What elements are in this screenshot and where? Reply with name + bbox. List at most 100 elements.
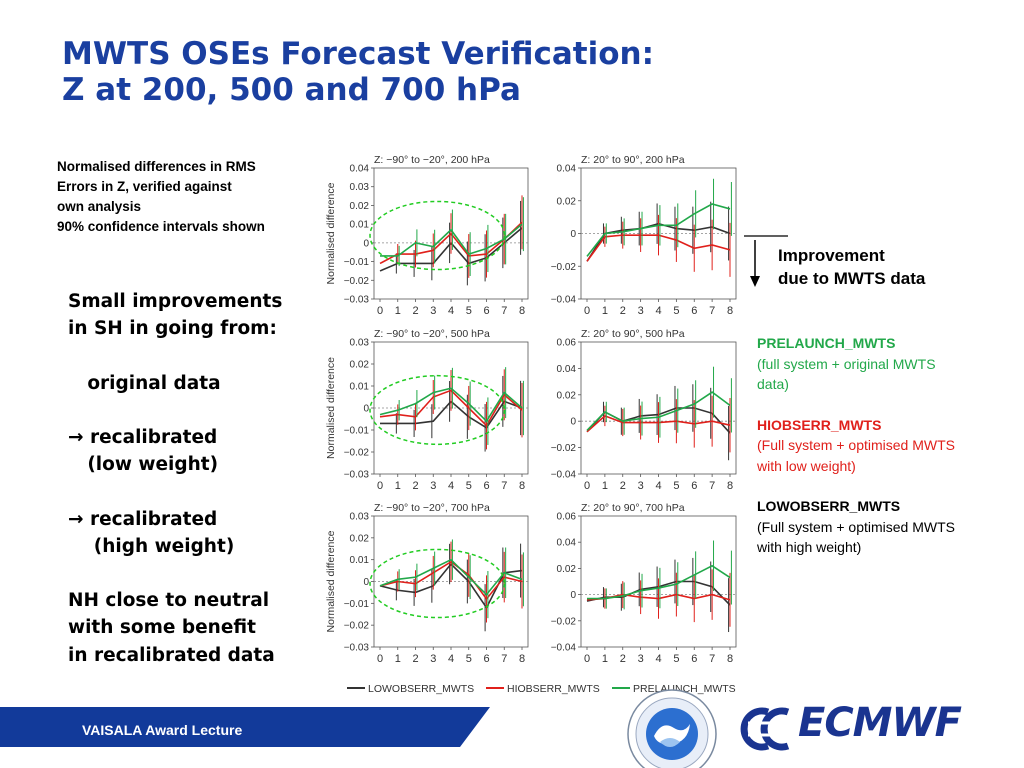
y-tick-label: 0.01: [350, 382, 370, 393]
footer-band: [0, 707, 490, 747]
x-tick-label: 6: [483, 653, 489, 665]
y-tick-label: 0.04: [557, 538, 577, 549]
note-line: 90% confidence intervals shown: [57, 219, 265, 234]
x-tick-label: 6: [483, 305, 489, 317]
x-tick-label: 1: [395, 653, 401, 665]
y-tick-label: −0.01: [344, 599, 370, 610]
x-tick-label: 8: [519, 480, 525, 492]
highlight-ellipse: [369, 374, 506, 446]
summary-line: Small improvements: [68, 291, 283, 312]
x-tick-label: 0: [584, 480, 590, 492]
experiment-description: (Full system + optimised MWTS with high …: [757, 518, 955, 556]
summary-line: → recalibrated: [68, 426, 218, 448]
y-tick-label: 0.04: [350, 164, 370, 175]
y-tick-label: −0.04: [551, 295, 577, 306]
improvement-line-2: due to MWTS data: [778, 269, 926, 288]
summary-line: NH close to neutral: [68, 590, 270, 612]
y-tick-label: −0.04: [551, 643, 577, 654]
x-tick-label: 5: [466, 653, 472, 665]
y-tick-label: 0.02: [350, 360, 370, 371]
x-tick-label: 3: [430, 653, 436, 665]
y-tick-label: −0.02: [344, 448, 370, 459]
x-tick-label: 7: [501, 653, 507, 665]
y-tick-label: −0.02: [344, 276, 370, 287]
x-tick-label: 4: [655, 653, 661, 665]
improvement-line-1: Improvement: [778, 246, 885, 265]
x-tick-label: 4: [655, 480, 661, 492]
x-tick-label: 0: [377, 480, 383, 492]
note-line: own analysis: [57, 199, 142, 214]
experiment-name: HIOBSERR_MWTS: [757, 416, 882, 433]
summary-line: in recalibrated data: [68, 644, 275, 666]
highlight-ellipse: [369, 548, 506, 619]
x-tick-label: 3: [638, 305, 644, 317]
x-tick-label: 5: [673, 480, 679, 492]
method-note: Normalised differences in RMS Errors in …: [57, 157, 327, 237]
y-tick-label: −0.02: [551, 443, 577, 454]
x-tick-label: 4: [448, 653, 454, 665]
summary-text: Small improvements in SH in going from: …: [68, 288, 308, 669]
experiment-name: PRELAUNCH_MWTS: [757, 335, 896, 351]
x-tick-label: 2: [620, 653, 626, 665]
y-tick-label: 0.02: [557, 564, 577, 575]
x-tick-label: 1: [602, 480, 608, 492]
y-tick-label: 0: [570, 229, 576, 240]
x-tick-label: 6: [483, 480, 489, 492]
y-tick-label: 0: [570, 417, 576, 428]
chart-title: Z: 20° to 90°, 500 hPa: [581, 328, 685, 340]
y-tick-label: 0.03: [350, 338, 370, 349]
y-tick-label: −0.02: [344, 621, 370, 632]
x-tick-label: 7: [501, 480, 507, 492]
x-tick-label: 1: [395, 305, 401, 317]
x-tick-label: 7: [709, 653, 715, 665]
footer-label: VAISALA Award Lecture: [82, 722, 243, 738]
note-line: Errors in Z, verified against: [57, 179, 232, 194]
y-axis-label: Normalised difference: [325, 182, 337, 284]
series-line: [379, 558, 523, 596]
y-axis-label: Normalised difference: [325, 357, 337, 459]
x-tick-label: 2: [412, 653, 418, 665]
x-tick-label: 3: [638, 653, 644, 665]
x-tick-label: 3: [430, 480, 436, 492]
y-tick-label: −0.02: [551, 616, 577, 627]
legend-label: HIOBSERR_MWTS: [507, 683, 600, 695]
chart-title: Z: 20° to 90°, 700 hPa: [581, 502, 685, 514]
series-line: [586, 391, 731, 431]
x-tick-label: 6: [691, 305, 697, 317]
y-tick-label: −0.03: [344, 643, 370, 654]
cma-logo-icon: [627, 689, 717, 768]
series-line: [379, 389, 523, 427]
x-tick-label: 8: [519, 653, 525, 665]
x-tick-label: 8: [519, 305, 525, 317]
x-tick-label: 5: [673, 653, 679, 665]
series-line: [586, 234, 731, 262]
x-tick-label: 3: [430, 305, 436, 317]
x-tick-label: 4: [655, 305, 661, 317]
y-tick-label: 0.06: [557, 338, 577, 349]
ecmwf-logo-text: ECMWF: [798, 700, 962, 746]
series-line: [380, 223, 523, 257]
series-line: [586, 415, 731, 433]
x-tick-label: 6: [691, 480, 697, 492]
y-tick-label: −0.03: [344, 295, 370, 306]
summary-line: in SH in going from:: [68, 318, 277, 340]
x-tick-label: 5: [466, 305, 472, 317]
y-tick-label: 0.04: [557, 164, 577, 175]
summary-line: (low weight): [68, 454, 219, 476]
experiment-prelaunch: PRELAUNCH_MWTS (full system + original M…: [757, 333, 1019, 395]
x-tick-label: 1: [602, 653, 608, 665]
x-tick-label: 7: [501, 305, 507, 317]
ecmwf-logo-icon: [740, 707, 798, 751]
x-tick-label: 0: [584, 653, 590, 665]
slide-title-line-1: MWTS OSEs Forecast Verification:: [62, 36, 655, 72]
series-line: [586, 203, 731, 257]
y-tick-label: 0.02: [350, 201, 370, 212]
series-line: [379, 387, 523, 423]
y-tick-label: 0.02: [557, 390, 577, 401]
x-tick-label: 2: [412, 305, 418, 317]
x-tick-label: 8: [727, 480, 733, 492]
slide-title-line-2: Z at 200, 500 and 700 hPa: [62, 72, 521, 108]
x-tick-label: 1: [602, 305, 608, 317]
improvement-arrow-icon: [744, 235, 788, 287]
y-tick-label: 0: [570, 590, 576, 601]
